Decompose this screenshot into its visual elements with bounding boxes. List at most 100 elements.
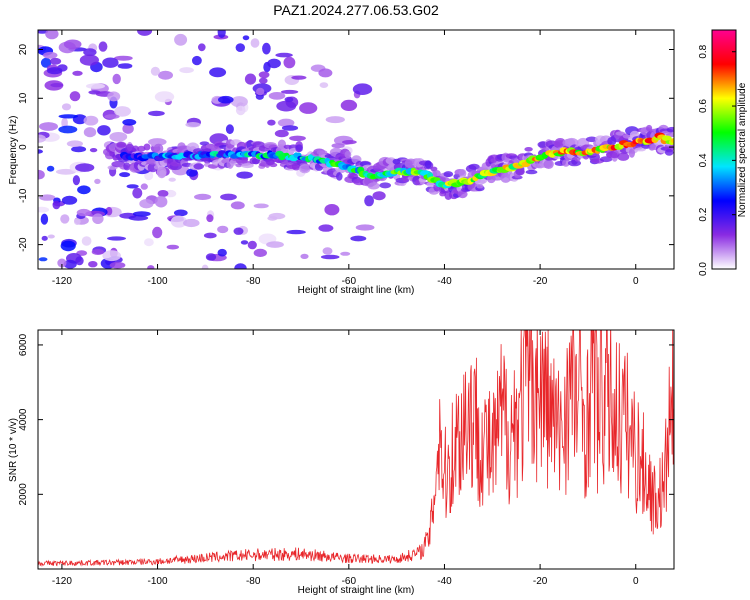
spectrogram-cell [86, 83, 105, 89]
x-tick-label: -120 [52, 276, 72, 287]
spectrogram-cell [76, 208, 91, 217]
x-tick-label: 0 [633, 576, 639, 587]
spectrogram-cell [342, 140, 357, 145]
spectrogram-y-ticks: -20 -10 0 10 20 [18, 44, 674, 252]
spectrogram-cell [139, 199, 154, 209]
spectrogram-cell [158, 70, 173, 80]
spectrogram-cell [40, 213, 49, 225]
spectrogram-cell [97, 125, 111, 136]
spectrogram-cell [140, 183, 148, 190]
spectrogram-cell [344, 150, 352, 159]
spectrogram-cell [615, 131, 626, 136]
y-tick-label: 2000 [18, 483, 29, 506]
snr-background [38, 330, 674, 569]
spectrogram-cell [277, 118, 295, 128]
x-tick-label: -20 [533, 276, 548, 287]
spectrogram-cell [91, 249, 105, 255]
colorbar-tick-label: 0.8 [698, 44, 709, 58]
spectrogram-cells [38, 30, 674, 269]
colorbar-label: Normalized spectral amplitude [737, 82, 748, 217]
x-tick-label: -100 [148, 576, 168, 587]
spectrogram-cell [217, 30, 226, 38]
spectrogram-cell [72, 175, 80, 186]
spectrogram-cell [274, 129, 289, 138]
spectrogram-cell [98, 41, 108, 52]
spectrogram-cell [468, 163, 480, 170]
spectrogram-cell [107, 236, 126, 241]
spectrogram-cell [94, 178, 101, 184]
spectrogram-cell [269, 162, 278, 168]
spectrogram-cell [132, 187, 143, 199]
spectrogram-cell [262, 42, 271, 55]
spectrogram-cell [247, 240, 257, 250]
spectrogram-cell [316, 150, 328, 155]
spectrogram-cell [57, 258, 67, 268]
y-tick-label: 4000 [18, 408, 29, 431]
spectrogram-cell [114, 106, 131, 117]
spectrogram-cell [60, 240, 76, 252]
spectrogram-cell [102, 250, 121, 262]
spectrogram-cell [88, 261, 98, 268]
spectrogram-cell [286, 229, 306, 235]
snr-y-axis-label: SNR (10 * v/v) [8, 418, 19, 482]
spectrogram-y-axis-label: Frequency (Hz) [8, 116, 19, 185]
spectrogram-cell [379, 182, 392, 189]
spectrogram-cell [40, 57, 52, 68]
colorbar-tick-label: 0.0 [698, 262, 709, 276]
spectrogram-cell [132, 211, 151, 217]
snr-y-ticks: 2000 4000 6000 [18, 333, 674, 505]
spectrogram-cell [45, 30, 59, 40]
spectrogram-cell [524, 147, 533, 152]
spectrogram-cell [253, 203, 269, 209]
spectrogram-cell [562, 159, 570, 167]
spectrogram-cell [259, 77, 268, 84]
spectrogram-cell [280, 89, 299, 94]
spectrogram-cell [150, 66, 160, 76]
spectrogram-cell [154, 195, 168, 208]
spectrogram-cell [244, 73, 257, 85]
spectrogram-cell [318, 224, 334, 232]
snr-x-axis-label: Height of straight line (km) [298, 585, 415, 596]
spectrogram-cell [240, 240, 249, 245]
spectrogram-cell [256, 87, 265, 96]
spectrogram-cell [515, 167, 525, 176]
colorbar-ticks: 0.0 0.2 0.4 0.6 0.8 [698, 44, 736, 276]
spectrogram-cell [81, 236, 92, 246]
spectrogram-cell [198, 43, 206, 52]
spectrogram-cell [193, 163, 204, 170]
spectrogram-cell [242, 35, 250, 41]
spectrogram-cell [424, 160, 432, 169]
spectrogram-cell [289, 135, 306, 141]
spectrogram-cell [225, 124, 234, 135]
spectrogram-cell [83, 127, 97, 138]
spectrogram-cell [66, 140, 83, 147]
spectrogram-cell [258, 71, 270, 79]
spectrogram-cell [617, 152, 630, 161]
spectrogram-frame [37, 29, 675, 270]
snr-series-line [38, 330, 674, 567]
spectrogram-x-ticks: -120 -100 -80 -60 -40 -20 0 [52, 30, 639, 287]
spectrogram-cell [230, 201, 245, 210]
spectrogram-cell [268, 92, 286, 100]
spectrogram-cell [63, 259, 77, 269]
spectrogram-cell [220, 193, 237, 201]
spectrogram-cell [152, 226, 163, 239]
spectrogram-cell [218, 95, 234, 104]
spectrogram-cell [284, 96, 294, 103]
spectrogram-cell [241, 163, 254, 169]
spectrogram-cell [350, 235, 367, 242]
spectrogram-cell [122, 119, 137, 126]
spectrogram-cell [203, 232, 217, 239]
spectrogram-cell [217, 225, 229, 234]
spectrogram-cell [170, 215, 187, 228]
x-tick-label: -20 [533, 576, 548, 587]
spectrogram-cell [236, 171, 253, 179]
spectrogram-x-axis-label: Height of straight line (km) [298, 285, 415, 296]
spectrogram-cell [47, 234, 55, 239]
spectrogram-cell [153, 143, 164, 154]
spectrogram-cell [295, 144, 303, 153]
spectrogram-cell [194, 193, 212, 200]
spectrogram-cell [340, 99, 358, 111]
